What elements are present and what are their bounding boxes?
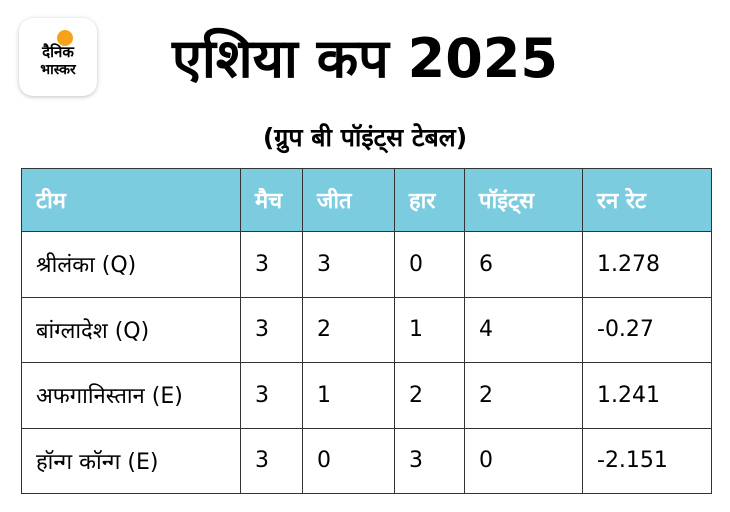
cell-team: अफगानिस्तान (E) — [21, 362, 241, 429]
cell-wins: 3 — [302, 231, 395, 298]
sun-icon — [57, 30, 73, 46]
table-row: हॉन्ग कॉन्ग (E) 3 0 3 0 -2.151 — [21, 427, 712, 494]
header-net-run-rate: रन रेट — [582, 168, 712, 232]
cell-losses: 2 — [394, 362, 465, 429]
cell-wins: 2 — [302, 296, 395, 363]
table-row: श्रीलंका (Q) 3 3 0 6 1.278 — [21, 231, 712, 298]
cell-net-run-rate: 1.278 — [582, 231, 712, 298]
header-team: टीम — [21, 168, 241, 232]
cell-matches: 3 — [240, 296, 303, 363]
cell-team: बांग्लादेश (Q) — [21, 296, 241, 363]
cell-matches: 3 — [240, 427, 303, 494]
cell-net-run-rate: -2.151 — [582, 427, 712, 494]
cell-matches: 3 — [240, 362, 303, 429]
cell-losses: 1 — [394, 296, 465, 363]
header-wins: जीत — [302, 168, 395, 232]
cell-matches: 3 — [240, 231, 303, 298]
page-subtitle: (ग्रुप बी पॉइंट्स टेबल) — [262, 123, 468, 152]
cell-net-run-rate: 1.241 — [582, 362, 712, 429]
cell-team: श्रीलंका (Q) — [21, 231, 241, 298]
page-title: एशिया कप 2025 — [172, 27, 558, 90]
cell-wins: 1 — [302, 362, 395, 429]
cell-points: 0 — [464, 427, 583, 494]
cell-team: हॉन्ग कॉन्ग (E) — [21, 427, 241, 494]
table-row: अफगानिस्तान (E) 3 1 2 2 1.241 — [21, 362, 712, 429]
cell-losses: 3 — [394, 427, 465, 494]
header-points: पॉइंट्स — [464, 168, 583, 232]
points-table: टीम मैच जीत हार पॉइंट्स रन रेट श्रीलंका … — [21, 168, 712, 494]
table-row: बांग्लादेश (Q) 3 2 1 4 -0.27 — [21, 296, 712, 363]
cell-points: 6 — [464, 231, 583, 298]
header-losses: हार — [394, 168, 465, 232]
cell-wins: 0 — [302, 427, 395, 494]
cell-net-run-rate: -0.27 — [582, 296, 712, 363]
cell-points: 4 — [464, 296, 583, 363]
table-header-row: टीम मैच जीत हार पॉइंट्स रन रेट — [21, 168, 712, 232]
logo-text-line1: दैनिक — [42, 43, 74, 61]
header-matches: मैच — [240, 168, 303, 232]
cell-losses: 0 — [394, 231, 465, 298]
logo-text-line2: भास्कर — [40, 62, 76, 78]
dainik-bhaskar-logo: दैनिक भास्कर — [19, 18, 97, 96]
cell-points: 2 — [464, 362, 583, 429]
